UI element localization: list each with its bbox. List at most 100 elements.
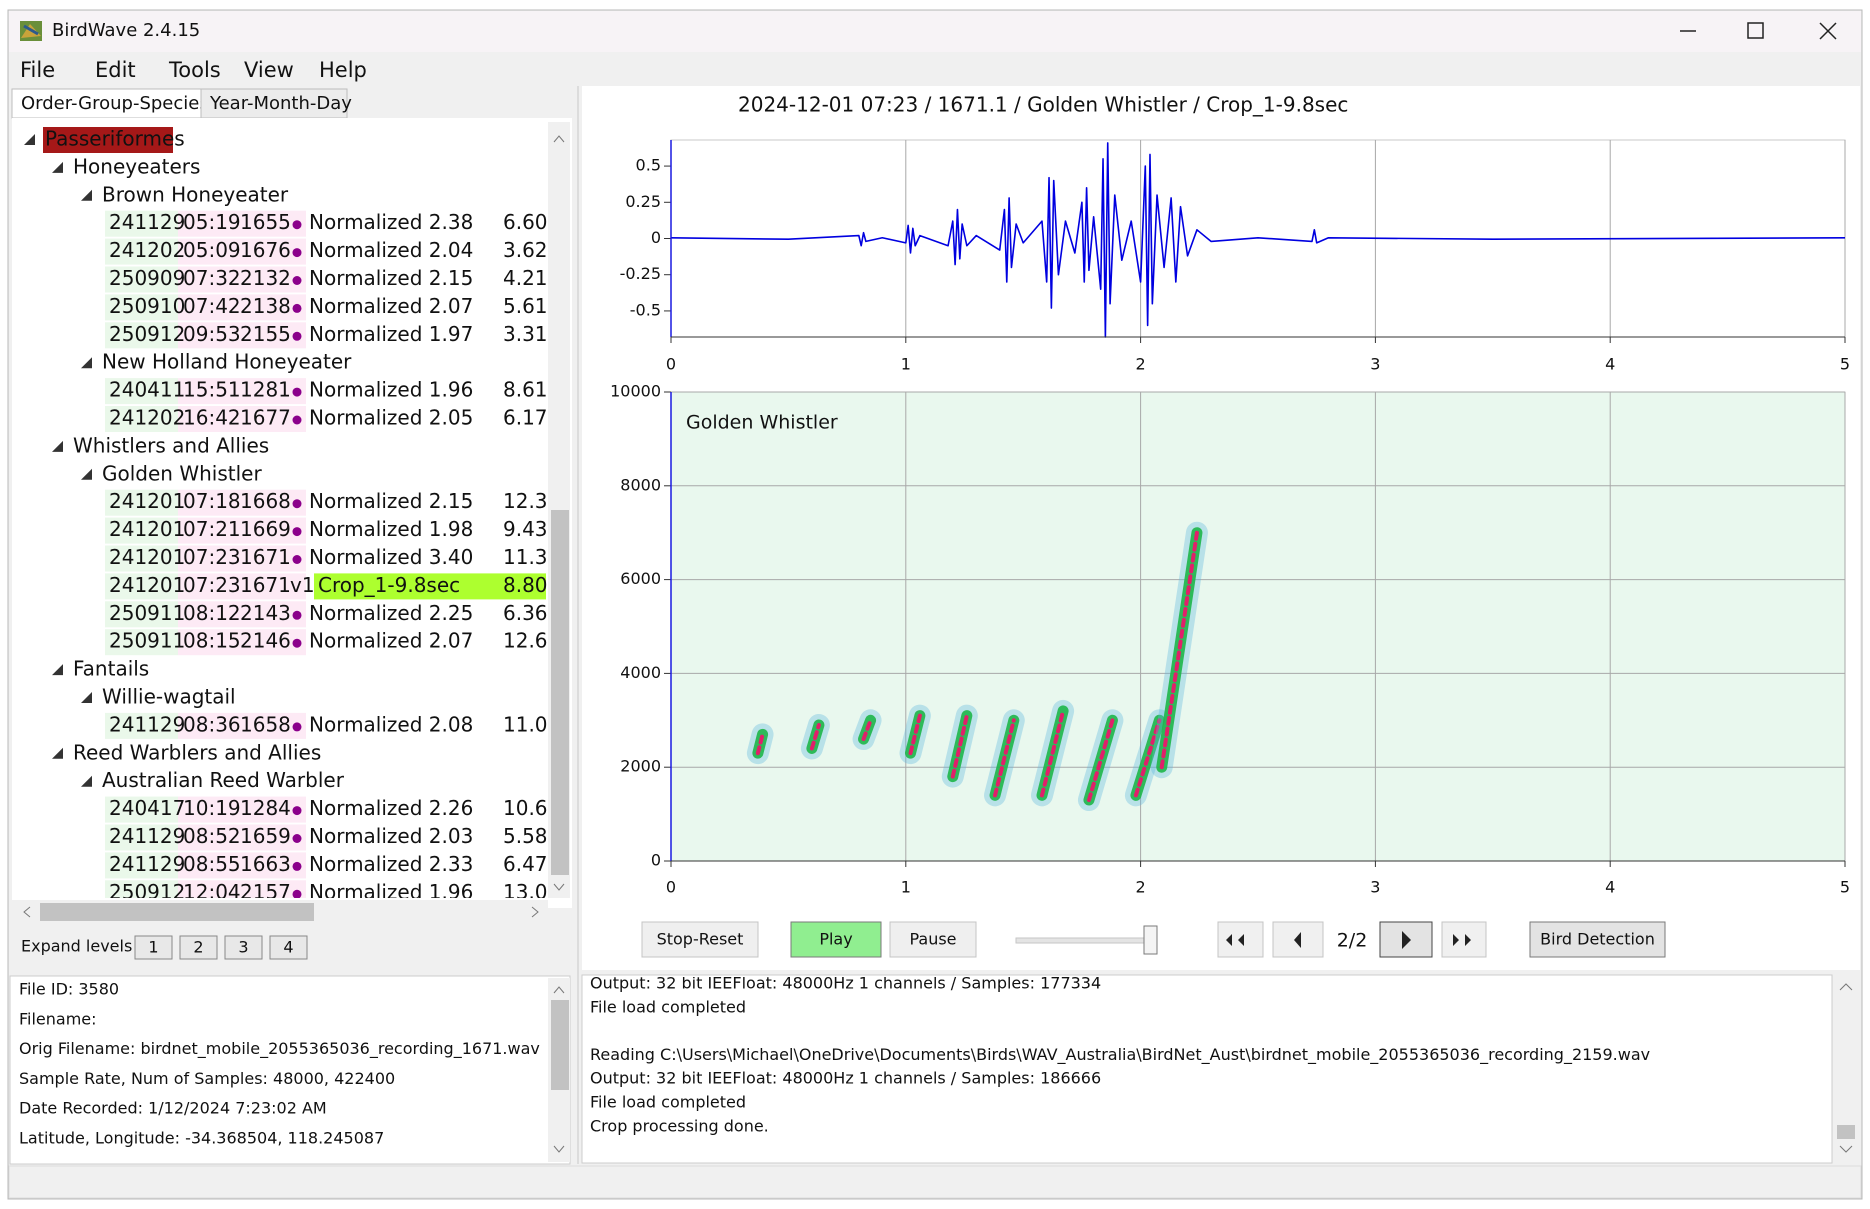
rec-time[interactable]: 07:23 [183, 545, 241, 569]
rec-date[interactable]: 241201 [109, 545, 185, 569]
expander[interactable] [81, 692, 92, 703]
rec-score[interactable]: 11.07 [503, 712, 560, 736]
rec-score[interactable]: 12.36 [503, 489, 560, 513]
rec-name[interactable]: Normalized 2.15 [309, 489, 473, 513]
rec-id[interactable]: 1671 [240, 573, 291, 597]
rec-time[interactable]: 07:23 [183, 573, 241, 597]
rec-name[interactable]: Crop_1-9.8sec [318, 573, 460, 597]
pause-label[interactable]: Pause [909, 930, 956, 949]
rec-date[interactable]: 241129 [109, 210, 185, 234]
rec-id[interactable]: 1663 [240, 852, 291, 876]
rec-id[interactable]: 2132 [240, 266, 291, 290]
detect-button[interactable] [1529, 921, 1666, 958]
group-node[interactable]: Brown Honeyeater [102, 182, 289, 206]
group-node[interactable]: Honeyeaters [73, 154, 200, 178]
rec-id[interactable]: 1668 [240, 489, 291, 513]
stop-label[interactable]: Stop-Reset [657, 930, 744, 949]
rec-name[interactable]: Normalized 2.25 [309, 601, 473, 625]
rec-score[interactable]: 5.58 [503, 824, 548, 848]
rec-version[interactable]: v1 [290, 573, 315, 597]
v-scroll-thumb[interactable] [551, 510, 569, 875]
rec-id[interactable]: 1677 [240, 406, 291, 430]
rec-date[interactable]: 250910 [109, 294, 185, 318]
rec-date[interactable]: 250911 [109, 601, 185, 625]
log-scrollbar[interactable] [1834, 977, 1858, 1161]
expander[interactable] [81, 189, 92, 201]
rec-name[interactable]: Normalized 1.96 [309, 378, 473, 402]
stop-button[interactable] [641, 921, 759, 958]
rec-score[interactable]: 6.60 [503, 210, 548, 234]
rec-time[interactable]: 07:18 [183, 489, 241, 513]
rec-date[interactable]: 240417 [109, 796, 185, 820]
expander[interactable] [52, 747, 63, 759]
tab-label[interactable]: Year-Month-Day [209, 93, 352, 114]
volume-track[interactable] [1015, 937, 1158, 944]
play-button[interactable] [790, 921, 882, 958]
rec-name[interactable]: Normalized 2.38 [309, 210, 473, 234]
close[interactable] [1819, 22, 1837, 40]
menu-item[interactable]: Edit [95, 58, 136, 82]
rec-name[interactable]: Normalized 2.33 [309, 852, 473, 876]
expander[interactable] [24, 134, 35, 145]
group-node[interactable]: Golden Whistler [102, 461, 262, 485]
rec-name[interactable]: Normalized 2.07 [309, 294, 473, 318]
rec-score[interactable]: 6.17 [503, 406, 548, 430]
rec-id[interactable]: 1669 [240, 517, 291, 541]
rec-name[interactable]: Normalized 2.05 [309, 406, 473, 430]
group-node[interactable]: Reed Warblers and Allies [73, 740, 321, 764]
rec-time[interactable]: 08:12 [183, 601, 241, 625]
rec-date[interactable]: 250912 [109, 880, 185, 904]
rec-score[interactable]: 13.07 [503, 880, 560, 904]
group-node[interactable]: Willie-wagtail [102, 685, 236, 709]
rec-score[interactable]: 4.21 [503, 266, 548, 290]
rec-time[interactable]: 07:42 [183, 294, 241, 318]
rec-time[interactable]: 08:52 [183, 824, 241, 848]
rec-score[interactable]: 12.60 [503, 629, 560, 653]
group-node[interactable]: Fantails [73, 657, 149, 681]
menu-item[interactable]: Tools [168, 58, 221, 82]
group-node[interactable]: Whistlers and Allies [73, 433, 269, 457]
rec-time[interactable]: 15:51 [183, 378, 241, 402]
expander[interactable] [52, 161, 63, 173]
rec-id[interactable]: 2157 [240, 880, 291, 904]
expander[interactable] [81, 468, 92, 480]
rec-id[interactable]: 2138 [240, 294, 291, 318]
rec-date[interactable]: 250909 [109, 266, 185, 290]
rec-score[interactable]: 5.61 [503, 294, 548, 318]
rec-date[interactable]: 241202 [109, 406, 185, 430]
rec-time[interactable]: 12:04 [183, 880, 241, 904]
rec-score[interactable]: 6.36 [503, 601, 548, 625]
expander[interactable] [81, 775, 92, 787]
maximize[interactable] [1747, 22, 1764, 39]
rec-name[interactable]: Normalized 2.07 [309, 629, 473, 653]
play-label[interactable]: Play [819, 930, 852, 949]
h-scroll-thumb[interactable] [40, 903, 314, 921]
rec-id[interactable]: 2155 [240, 322, 291, 346]
tree-scrollbars[interactable] [12, 122, 570, 924]
rec-date[interactable]: 241202 [109, 238, 185, 262]
rec-id[interactable]: 1676 [240, 238, 291, 262]
rec-name[interactable]: Normalized 2.15 [309, 266, 473, 290]
rec-name[interactable]: Normalized 2.04 [309, 238, 473, 262]
rec-score[interactable]: 8.80 [503, 573, 548, 597]
window-controls[interactable] [1680, 22, 1837, 40]
rec-date[interactable]: 241201 [109, 573, 185, 597]
menu-item[interactable]: View [244, 58, 294, 82]
menu-item[interactable]: File [20, 58, 55, 82]
pause-button[interactable] [889, 921, 977, 958]
rec-id[interactable]: 1671 [240, 545, 291, 569]
level-label[interactable]: 2 [193, 938, 203, 957]
rec-id[interactable]: 1655 [240, 210, 291, 234]
rec-score[interactable]: 9.43 [503, 517, 548, 541]
level-label[interactable]: 1 [148, 938, 158, 957]
rec-score[interactable]: 3.62 [503, 238, 548, 262]
volume-thumb[interactable] [1143, 925, 1158, 955]
rec-name[interactable]: Normalized 1.98 [309, 517, 473, 541]
nav-button[interactable] [1441, 921, 1487, 958]
rec-time[interactable]: 08:36 [183, 712, 241, 736]
expander[interactable] [52, 664, 63, 676]
tab-label[interactable]: Order-Group-Species [21, 93, 209, 114]
rec-score[interactable]: 8.61 [503, 378, 548, 402]
rec-name[interactable]: Normalized 3.40 [309, 545, 473, 569]
group-node[interactable]: Passeriformes [45, 127, 185, 151]
